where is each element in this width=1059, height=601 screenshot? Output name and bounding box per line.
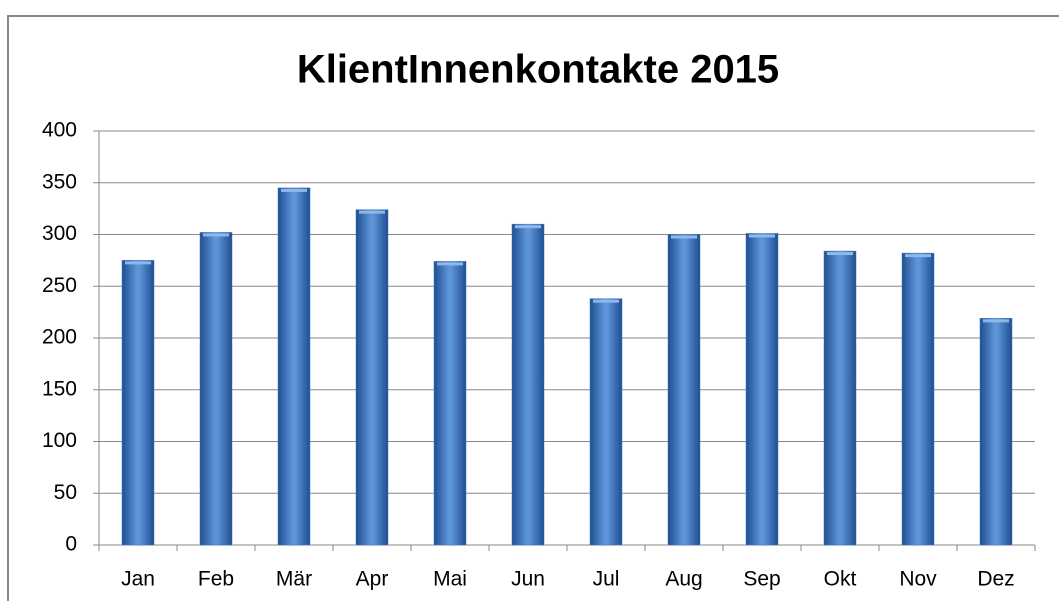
- x-tick-label: Jul: [593, 568, 620, 591]
- x-tick-label: Aug: [665, 568, 702, 591]
- bar-bevel: [203, 233, 229, 237]
- bar: [277, 187, 311, 546]
- y-tick-label: 100: [42, 429, 77, 452]
- bar-bevel: [593, 299, 619, 303]
- bar: [667, 234, 701, 546]
- x-tick-label: Feb: [198, 568, 234, 591]
- bar-bevel: [437, 262, 463, 266]
- bar: [433, 261, 467, 546]
- bar: [979, 318, 1013, 546]
- bar-bevel: [125, 261, 151, 265]
- x-tick-label: Mai: [433, 568, 467, 591]
- chart-border: [7, 15, 1059, 601]
- x-tick-label: Nov: [899, 568, 937, 591]
- x-tick-label: Dez: [977, 568, 1014, 591]
- bar-bevel: [905, 254, 931, 258]
- y-tick-label: 150: [42, 377, 77, 400]
- y-tick-label: 50: [54, 481, 77, 504]
- x-tick-label: Apr: [356, 568, 389, 591]
- x-tick-label: Okt: [824, 568, 857, 591]
- y-tick-label: 400: [42, 119, 77, 142]
- chart-title: KlientInnenkontakte 2015: [297, 48, 779, 92]
- bar: [589, 298, 623, 546]
- bar-bevel: [749, 234, 775, 238]
- bar-bevel: [983, 319, 1009, 323]
- y-tick-label: 250: [42, 274, 77, 297]
- x-tick-label: Jun: [511, 568, 545, 591]
- bar-bevel: [827, 252, 853, 256]
- bar: [199, 232, 233, 546]
- bar-bevel: [359, 210, 385, 214]
- bar: [121, 260, 155, 546]
- x-tick-label: Sep: [743, 568, 780, 591]
- bar: [823, 250, 857, 546]
- y-tick-label: 0: [65, 533, 77, 556]
- x-tick-label: Mär: [276, 568, 312, 591]
- y-tick-label: 300: [42, 222, 77, 245]
- bar: [355, 209, 389, 546]
- x-tick-label: Jan: [121, 568, 155, 591]
- y-tick-label: 200: [42, 326, 77, 349]
- y-tick-label: 350: [42, 170, 77, 193]
- bar-bevel: [281, 188, 307, 192]
- bar-bevel: [515, 225, 541, 229]
- bar: [511, 223, 545, 546]
- bar: [745, 233, 779, 546]
- bar-bevel: [671, 235, 697, 239]
- bar: [901, 252, 935, 546]
